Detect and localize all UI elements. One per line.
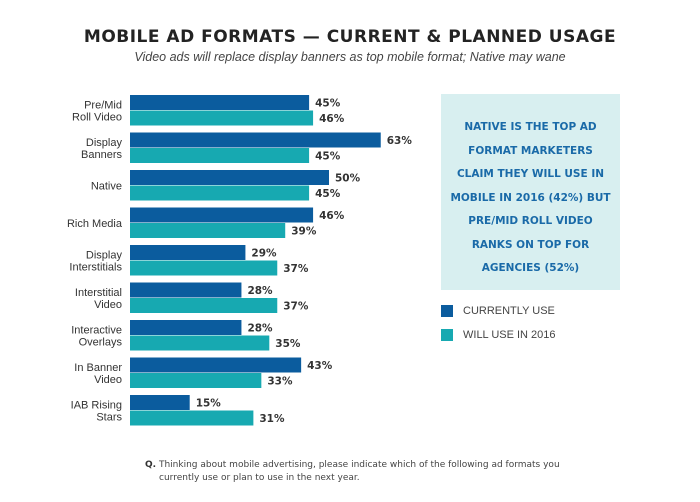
category-label: Interactive Overlays bbox=[71, 325, 122, 349]
bar-will-use bbox=[130, 148, 310, 163]
bar-currently-use bbox=[130, 132, 381, 148]
legend-swatch bbox=[441, 305, 453, 317]
bar-currently-use bbox=[130, 207, 314, 223]
data-label: 37% bbox=[283, 301, 309, 313]
bar-will-use bbox=[130, 110, 314, 126]
data-label: 46% bbox=[319, 113, 345, 125]
category-label: Rich Media bbox=[67, 218, 123, 230]
data-label: 33% bbox=[267, 376, 293, 388]
category-label: Display Banners bbox=[81, 137, 122, 161]
bar-will-use bbox=[130, 260, 278, 276]
legend-label: CURRENTLY USE bbox=[463, 305, 555, 317]
data-label: 31% bbox=[259, 413, 285, 425]
bar-will-use bbox=[130, 298, 278, 313]
data-label: 35% bbox=[275, 338, 301, 350]
chart-title: MOBILE AD FORMATS — CURRENT & PLANNED US… bbox=[83, 27, 617, 47]
data-label: 63% bbox=[387, 135, 413, 147]
category-label: IAB Rising Stars bbox=[71, 400, 123, 424]
bar-currently-use bbox=[130, 320, 242, 335]
category-label: Native bbox=[91, 181, 122, 193]
data-label: 37% bbox=[283, 263, 309, 275]
data-label: 45% bbox=[315, 151, 341, 163]
bar-currently-use bbox=[130, 395, 190, 410]
legend-item-will-use: WILL USE IN 2016 bbox=[441, 329, 556, 341]
data-label: 15% bbox=[196, 398, 222, 410]
bar-will-use bbox=[130, 223, 286, 238]
chart-subtitle: Video ads will replace display banners a… bbox=[134, 50, 566, 64]
bar-will-use bbox=[130, 373, 262, 388]
bar-will-use bbox=[130, 410, 254, 426]
legend-item-currently-use: CURRENTLY USE bbox=[441, 305, 555, 317]
data-label: 46% bbox=[319, 210, 345, 222]
bar-currently-use bbox=[130, 245, 246, 260]
category-label: Pre/Mid Roll Video bbox=[72, 100, 122, 124]
legend-swatch bbox=[441, 329, 453, 341]
data-label: 29% bbox=[251, 248, 277, 260]
legend-label: WILL USE IN 2016 bbox=[463, 329, 556, 341]
data-label: 39% bbox=[291, 226, 317, 238]
bar-currently-use bbox=[130, 282, 242, 298]
category-label: Display Interstitials bbox=[69, 250, 122, 274]
data-label: 28% bbox=[247, 285, 273, 297]
data-label: 43% bbox=[307, 360, 333, 372]
footnote-text: Thinking about mobile advertising, pleas… bbox=[158, 460, 560, 483]
data-label: 45% bbox=[315, 188, 341, 200]
data-label: 45% bbox=[315, 98, 341, 110]
category-label: Interstitial Video bbox=[75, 287, 122, 311]
data-label: 50% bbox=[335, 173, 361, 185]
bar-currently-use bbox=[130, 170, 329, 185]
bar-chart: Pre/Mid Roll Video 45% 46% Display Banners 63%… bbox=[67, 95, 413, 426]
bar-will-use bbox=[130, 185, 310, 201]
callout-box: NATIVE IS THE TOP AD FORMAT MARKETERS CL… bbox=[441, 94, 620, 290]
bar-will-use bbox=[130, 335, 270, 351]
footnote-prefix: Q. bbox=[145, 460, 157, 470]
footnote: Q. Thinking about mobile advertising, pl… bbox=[145, 459, 599, 485]
bar-currently-use bbox=[130, 95, 310, 110]
data-label: 28% bbox=[247, 323, 273, 335]
category-label: In Banner Video bbox=[74, 362, 122, 386]
bar-currently-use bbox=[130, 357, 302, 373]
